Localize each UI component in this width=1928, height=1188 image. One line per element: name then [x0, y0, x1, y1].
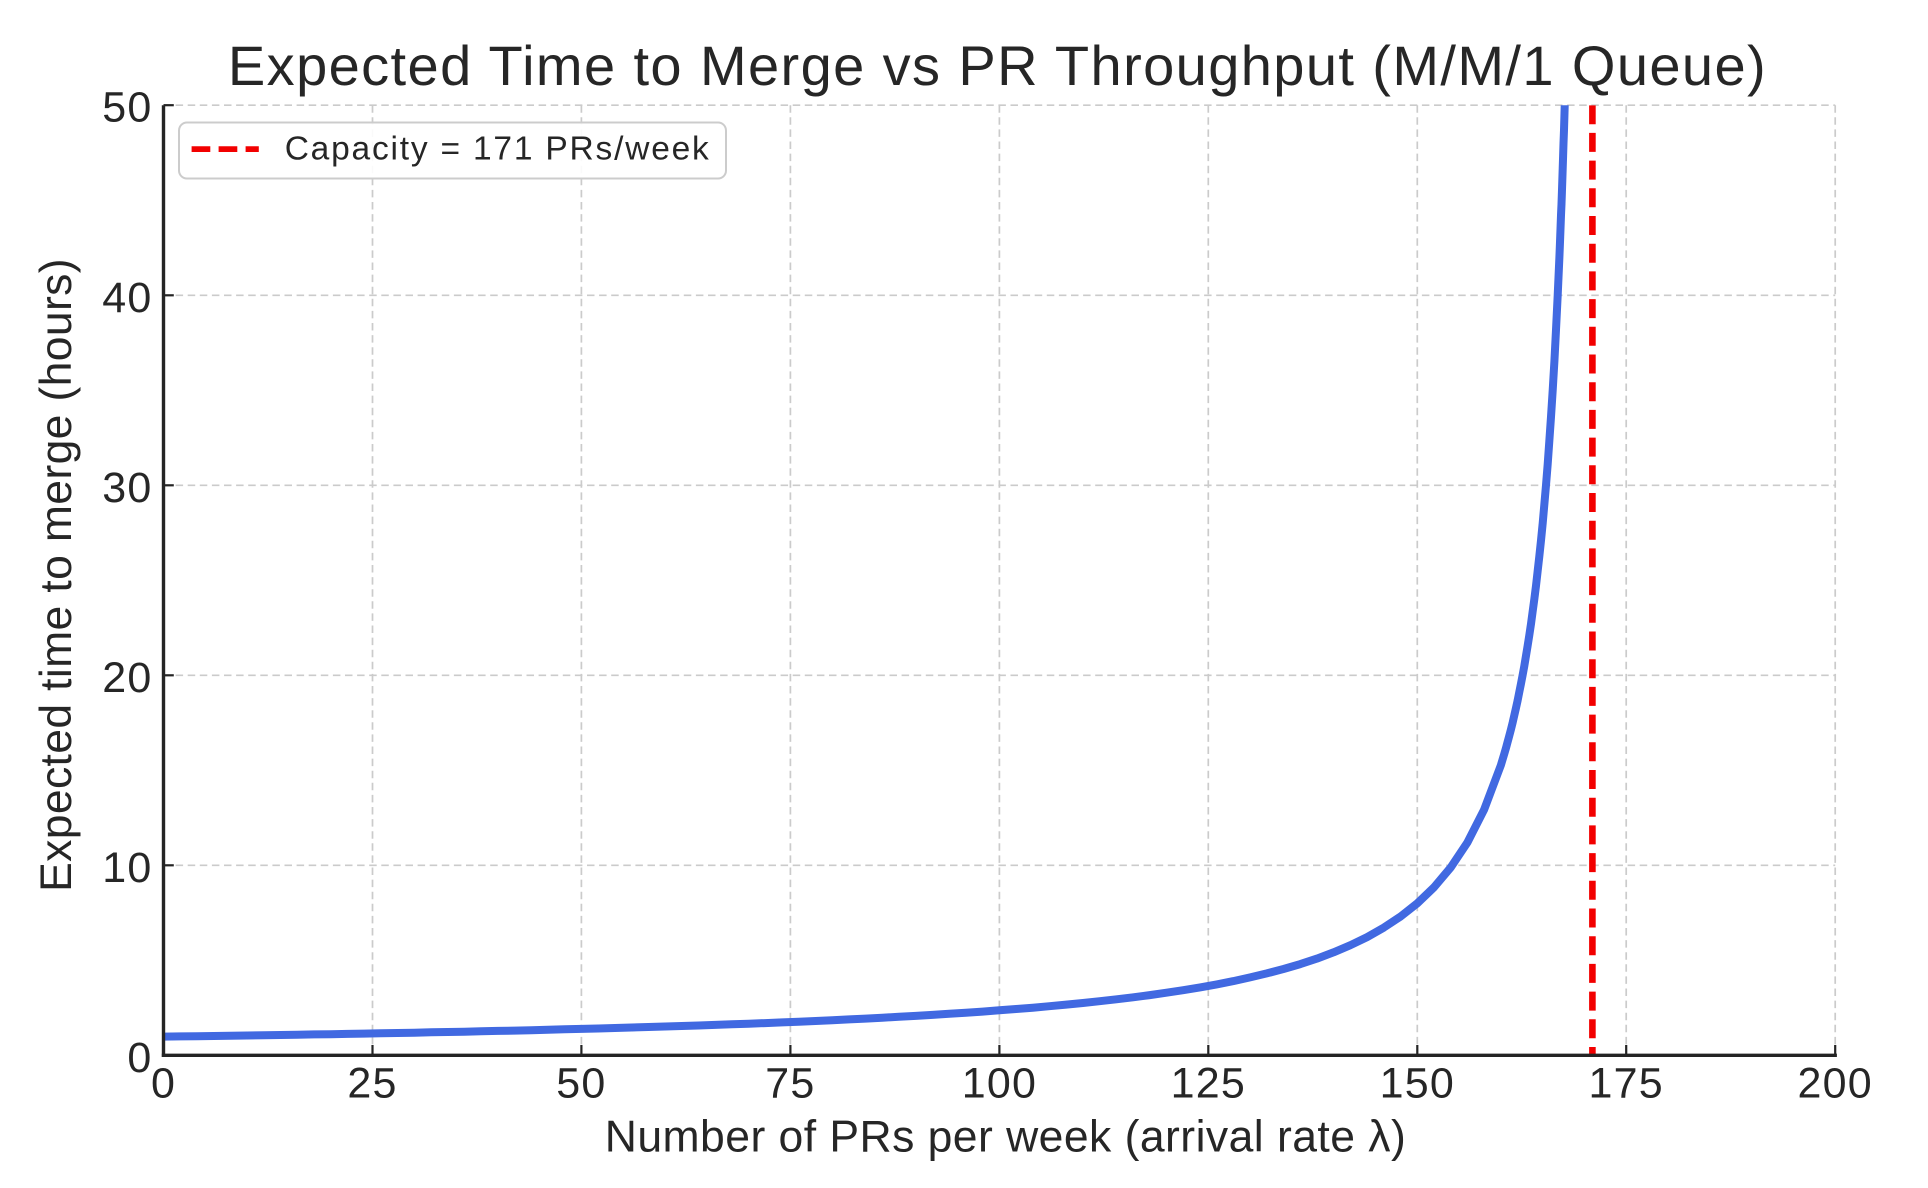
svg-text:125: 125	[1171, 1060, 1246, 1108]
svg-text:40: 40	[102, 274, 152, 322]
svg-text:Capacity = 171 PRs/week: Capacity = 171 PRs/week	[285, 131, 711, 168]
svg-text:25: 25	[347, 1060, 397, 1108]
svg-text:20: 20	[102, 654, 152, 702]
svg-text:Number of PRs per week (arriva: Number of PRs per week (arrival rate λ)	[605, 1112, 1406, 1161]
svg-text:150: 150	[1380, 1060, 1455, 1108]
svg-text:30: 30	[102, 464, 152, 512]
svg-text:100: 100	[962, 1060, 1037, 1108]
svg-text:175: 175	[1589, 1060, 1664, 1108]
svg-text:50: 50	[102, 84, 152, 132]
svg-text:200: 200	[1798, 1060, 1873, 1108]
svg-text:0: 0	[151, 1060, 176, 1108]
svg-text:10: 10	[102, 844, 152, 892]
svg-text:Expected Time to Merge vs PR T: Expected Time to Merge vs PR Throughput …	[228, 34, 1767, 97]
svg-text:Expected time to merge (hours): Expected time to merge (hours)	[32, 258, 81, 892]
svg-text:75: 75	[765, 1060, 815, 1108]
svg-text:0: 0	[127, 1034, 152, 1082]
svg-text:50: 50	[556, 1060, 606, 1108]
